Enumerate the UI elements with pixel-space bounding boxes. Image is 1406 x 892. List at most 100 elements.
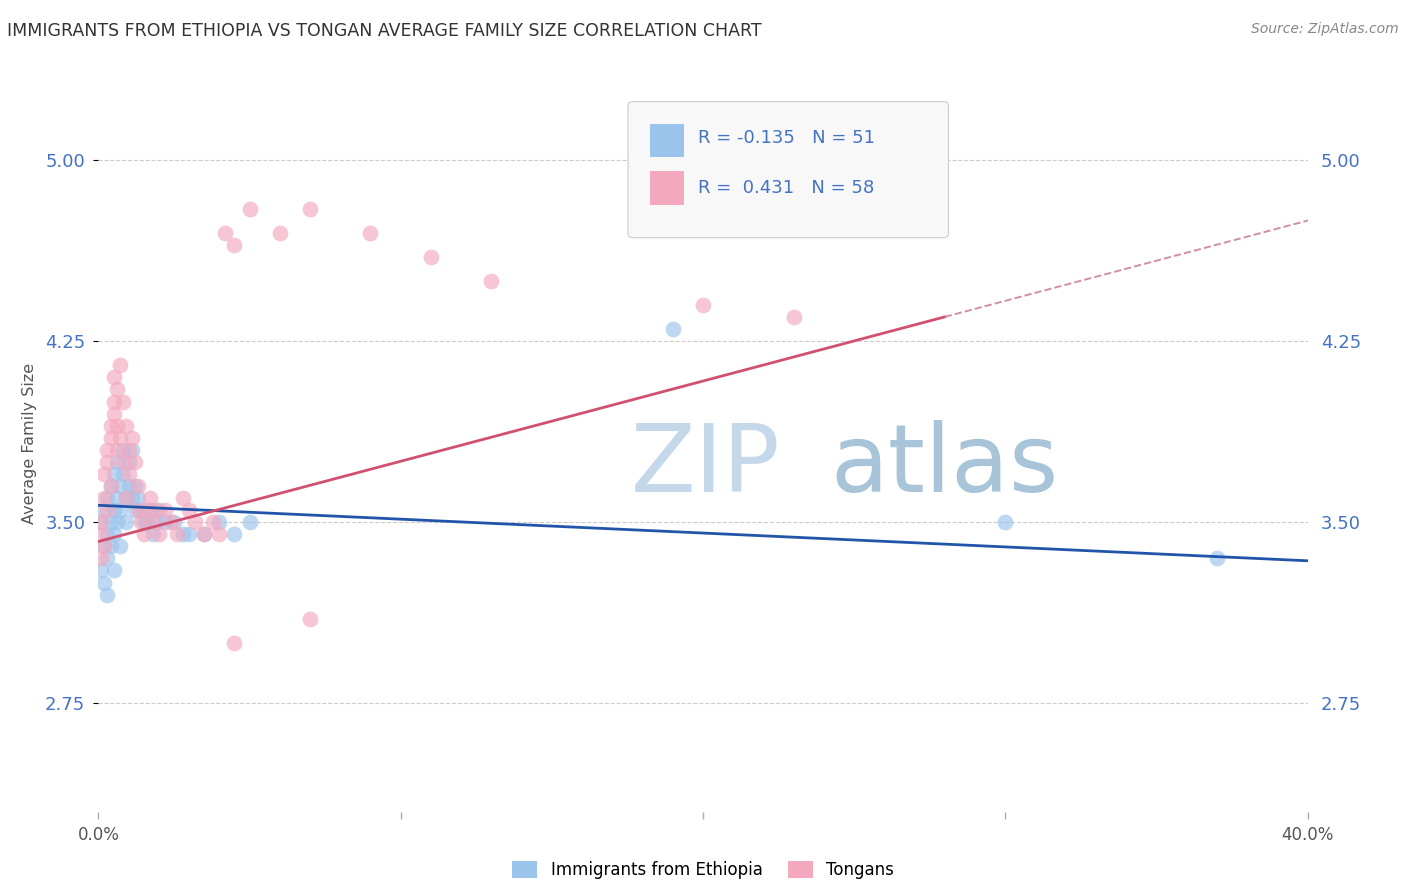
Text: R = -0.135   N = 51: R = -0.135 N = 51 bbox=[699, 129, 875, 147]
Point bbox=[129, 515, 152, 529]
Point bbox=[224, 237, 246, 252]
Point bbox=[420, 250, 443, 264]
Point bbox=[96, 503, 118, 517]
Point bbox=[299, 612, 322, 626]
Point bbox=[127, 491, 149, 505]
Point bbox=[118, 479, 141, 493]
Point bbox=[100, 515, 122, 529]
Point bbox=[90, 551, 112, 566]
Bar bbox=[650, 124, 683, 157]
Text: IMMIGRANTS FROM ETHIOPIA VS TONGAN AVERAGE FAMILY SIZE CORRELATION CHART: IMMIGRANTS FROM ETHIOPIA VS TONGAN AVERA… bbox=[7, 22, 762, 40]
Point bbox=[93, 539, 115, 553]
Point bbox=[111, 442, 134, 457]
Point bbox=[93, 539, 115, 553]
Point bbox=[783, 310, 806, 324]
Point bbox=[239, 202, 262, 216]
Point bbox=[124, 455, 146, 469]
Point bbox=[153, 515, 176, 529]
Point bbox=[93, 503, 115, 517]
Point bbox=[148, 527, 170, 541]
Text: atlas: atlas bbox=[830, 420, 1059, 512]
Bar bbox=[650, 171, 683, 204]
Point bbox=[193, 527, 215, 541]
Point bbox=[105, 418, 128, 433]
Point bbox=[105, 442, 128, 457]
Point bbox=[100, 539, 122, 553]
Point bbox=[142, 515, 165, 529]
Point bbox=[193, 527, 215, 541]
Point bbox=[172, 491, 194, 505]
Point bbox=[127, 479, 149, 493]
Point bbox=[184, 515, 207, 529]
Point bbox=[124, 479, 146, 493]
Point bbox=[145, 515, 167, 529]
Point bbox=[93, 491, 115, 505]
Point bbox=[360, 226, 382, 240]
Point bbox=[105, 383, 128, 397]
Point bbox=[100, 479, 122, 493]
Point bbox=[93, 467, 115, 481]
Point bbox=[127, 503, 149, 517]
Point bbox=[202, 515, 225, 529]
Point bbox=[208, 527, 231, 541]
Point bbox=[166, 527, 188, 541]
Point bbox=[142, 527, 165, 541]
Point bbox=[121, 442, 143, 457]
Point bbox=[224, 636, 246, 650]
Point bbox=[121, 431, 143, 445]
Point bbox=[103, 527, 125, 541]
Point bbox=[118, 442, 141, 457]
Point bbox=[96, 491, 118, 505]
Point bbox=[160, 515, 183, 529]
Point bbox=[103, 467, 125, 481]
Point bbox=[105, 455, 128, 469]
Point bbox=[108, 539, 131, 553]
Point bbox=[103, 407, 125, 421]
Point bbox=[153, 503, 176, 517]
Point bbox=[90, 515, 112, 529]
Point bbox=[135, 515, 157, 529]
Text: ZIP: ZIP bbox=[630, 420, 780, 512]
Point bbox=[118, 455, 141, 469]
Point bbox=[90, 564, 112, 578]
Text: Source: ZipAtlas.com: Source: ZipAtlas.com bbox=[1251, 22, 1399, 37]
Point bbox=[103, 503, 125, 517]
Point bbox=[481, 274, 503, 288]
Point bbox=[269, 226, 291, 240]
Point bbox=[172, 527, 194, 541]
Point bbox=[118, 467, 141, 481]
Point bbox=[90, 515, 112, 529]
Legend: Immigrants from Ethiopia, Tongans: Immigrants from Ethiopia, Tongans bbox=[512, 861, 894, 880]
Point bbox=[132, 515, 155, 529]
Point bbox=[132, 527, 155, 541]
Point bbox=[96, 442, 118, 457]
FancyBboxPatch shape bbox=[628, 102, 949, 238]
Point bbox=[208, 515, 231, 529]
Point bbox=[135, 503, 157, 517]
Point bbox=[96, 588, 118, 602]
Point bbox=[103, 394, 125, 409]
Point bbox=[139, 503, 162, 517]
Point bbox=[121, 491, 143, 505]
Point bbox=[108, 479, 131, 493]
Point bbox=[214, 226, 236, 240]
Point bbox=[114, 491, 136, 505]
Point bbox=[692, 298, 714, 312]
Point bbox=[108, 431, 131, 445]
Point bbox=[124, 503, 146, 517]
Point bbox=[994, 515, 1017, 529]
Point bbox=[108, 359, 131, 373]
Point bbox=[129, 503, 152, 517]
Point bbox=[179, 527, 201, 541]
Point bbox=[93, 575, 115, 590]
Y-axis label: Average Family Size: Average Family Size bbox=[21, 363, 37, 524]
Point bbox=[103, 564, 125, 578]
Point bbox=[96, 455, 118, 469]
Point bbox=[100, 431, 122, 445]
Point bbox=[299, 202, 322, 216]
Point bbox=[90, 527, 112, 541]
Point bbox=[100, 418, 122, 433]
Point bbox=[224, 527, 246, 541]
Point bbox=[105, 515, 128, 529]
Point bbox=[103, 370, 125, 384]
